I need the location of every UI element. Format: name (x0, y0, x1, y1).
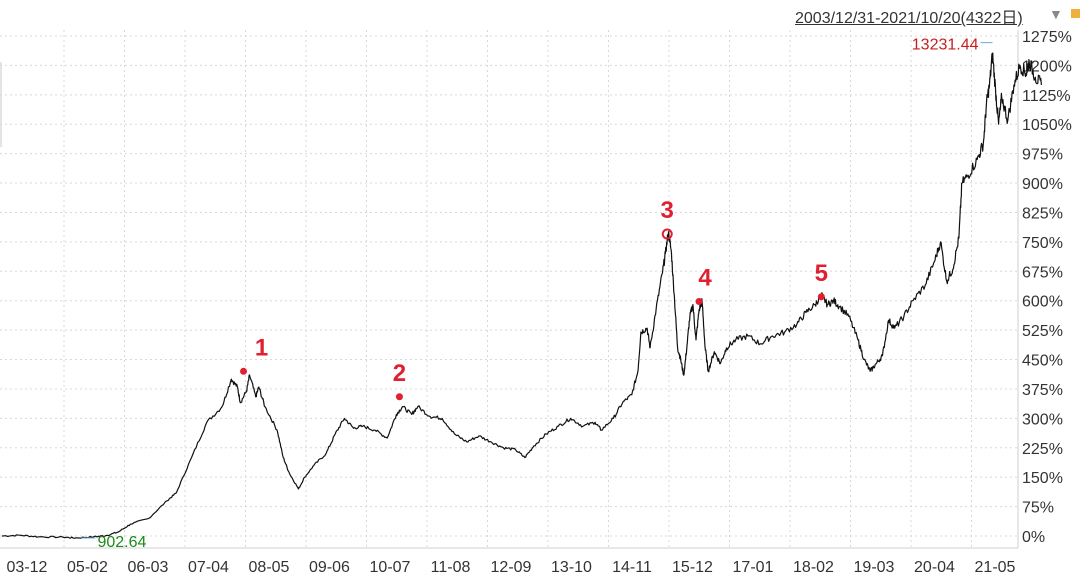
y-tick-label: 750% (1022, 235, 1063, 252)
y-tick-label: 150% (1022, 470, 1063, 487)
y-tick-label: 0% (1022, 529, 1045, 546)
x-tick-label: 20-04 (914, 559, 955, 576)
x-tick-label: 08-05 (249, 559, 290, 576)
annotation-dot-marker (395, 393, 403, 401)
x-tick-label: 15-12 (672, 559, 713, 576)
y-tick-label: 450% (1022, 353, 1063, 370)
left-edge-bar (0, 62, 2, 147)
y-tick-label: 1200% (1022, 58, 1072, 75)
x-tick-label: 13-10 (551, 559, 592, 576)
y-tick-label: 375% (1022, 382, 1063, 399)
x-tick-label: 19-03 (854, 559, 895, 576)
x-tick-label: 07-04 (188, 559, 229, 576)
y-tick-label: 75% (1022, 500, 1054, 517)
x-tick-label: 14-11 (612, 559, 652, 576)
x-tick-label: 10-07 (370, 559, 411, 576)
min-value-label: 902.64 (97, 534, 146, 551)
y-tick-label: 525% (1022, 323, 1063, 340)
annotation-label: 2 (393, 360, 406, 387)
x-tick-label: 03-12 (7, 559, 48, 576)
annotation-dot-marker (240, 367, 248, 375)
flag-icon[interactable] (1071, 9, 1080, 18)
x-tick-label: 17-01 (733, 559, 774, 576)
x-tick-label: 06-03 (128, 559, 169, 576)
annotation-label: 3 (661, 197, 674, 224)
y-tick-label: 225% (1022, 441, 1063, 458)
x-tick-label: 18-02 (793, 559, 834, 576)
dropdown-arrow-icon[interactable]: ▼ (1049, 6, 1063, 22)
y-tick-label: 1275% (1022, 29, 1072, 46)
annotation-label: 4 (698, 264, 712, 291)
x-tick-label: 05-02 (67, 559, 108, 576)
x-tick-label: 21-05 (975, 559, 1016, 576)
series-line (1, 52, 1042, 539)
y-tick-label: 975% (1022, 147, 1063, 164)
annotation-ring-marker (661, 228, 673, 240)
annotation-dot-marker (817, 293, 825, 301)
max-value-label: 13231.44 (912, 37, 979, 54)
y-tick-label: 675% (1022, 264, 1063, 281)
y-tick-label: 1050% (1022, 117, 1072, 134)
x-tick-label: 11-08 (431, 559, 471, 576)
y-tick-label: 900% (1022, 176, 1063, 193)
y-tick-label: 1125% (1022, 88, 1071, 105)
x-tick-label: 09-06 (309, 559, 350, 576)
annotation-dot-marker (695, 297, 703, 305)
y-tick-label: 825% (1022, 205, 1063, 222)
annotation-label: 5 (815, 260, 828, 287)
x-tick-label: 12-09 (491, 559, 532, 576)
annotation-label: 1 (255, 334, 268, 361)
date-range-label[interactable]: 2003/12/31-2021/10/20(4322日) (795, 10, 1023, 27)
y-tick-label: 600% (1022, 294, 1063, 311)
y-tick-label: 300% (1022, 411, 1063, 428)
